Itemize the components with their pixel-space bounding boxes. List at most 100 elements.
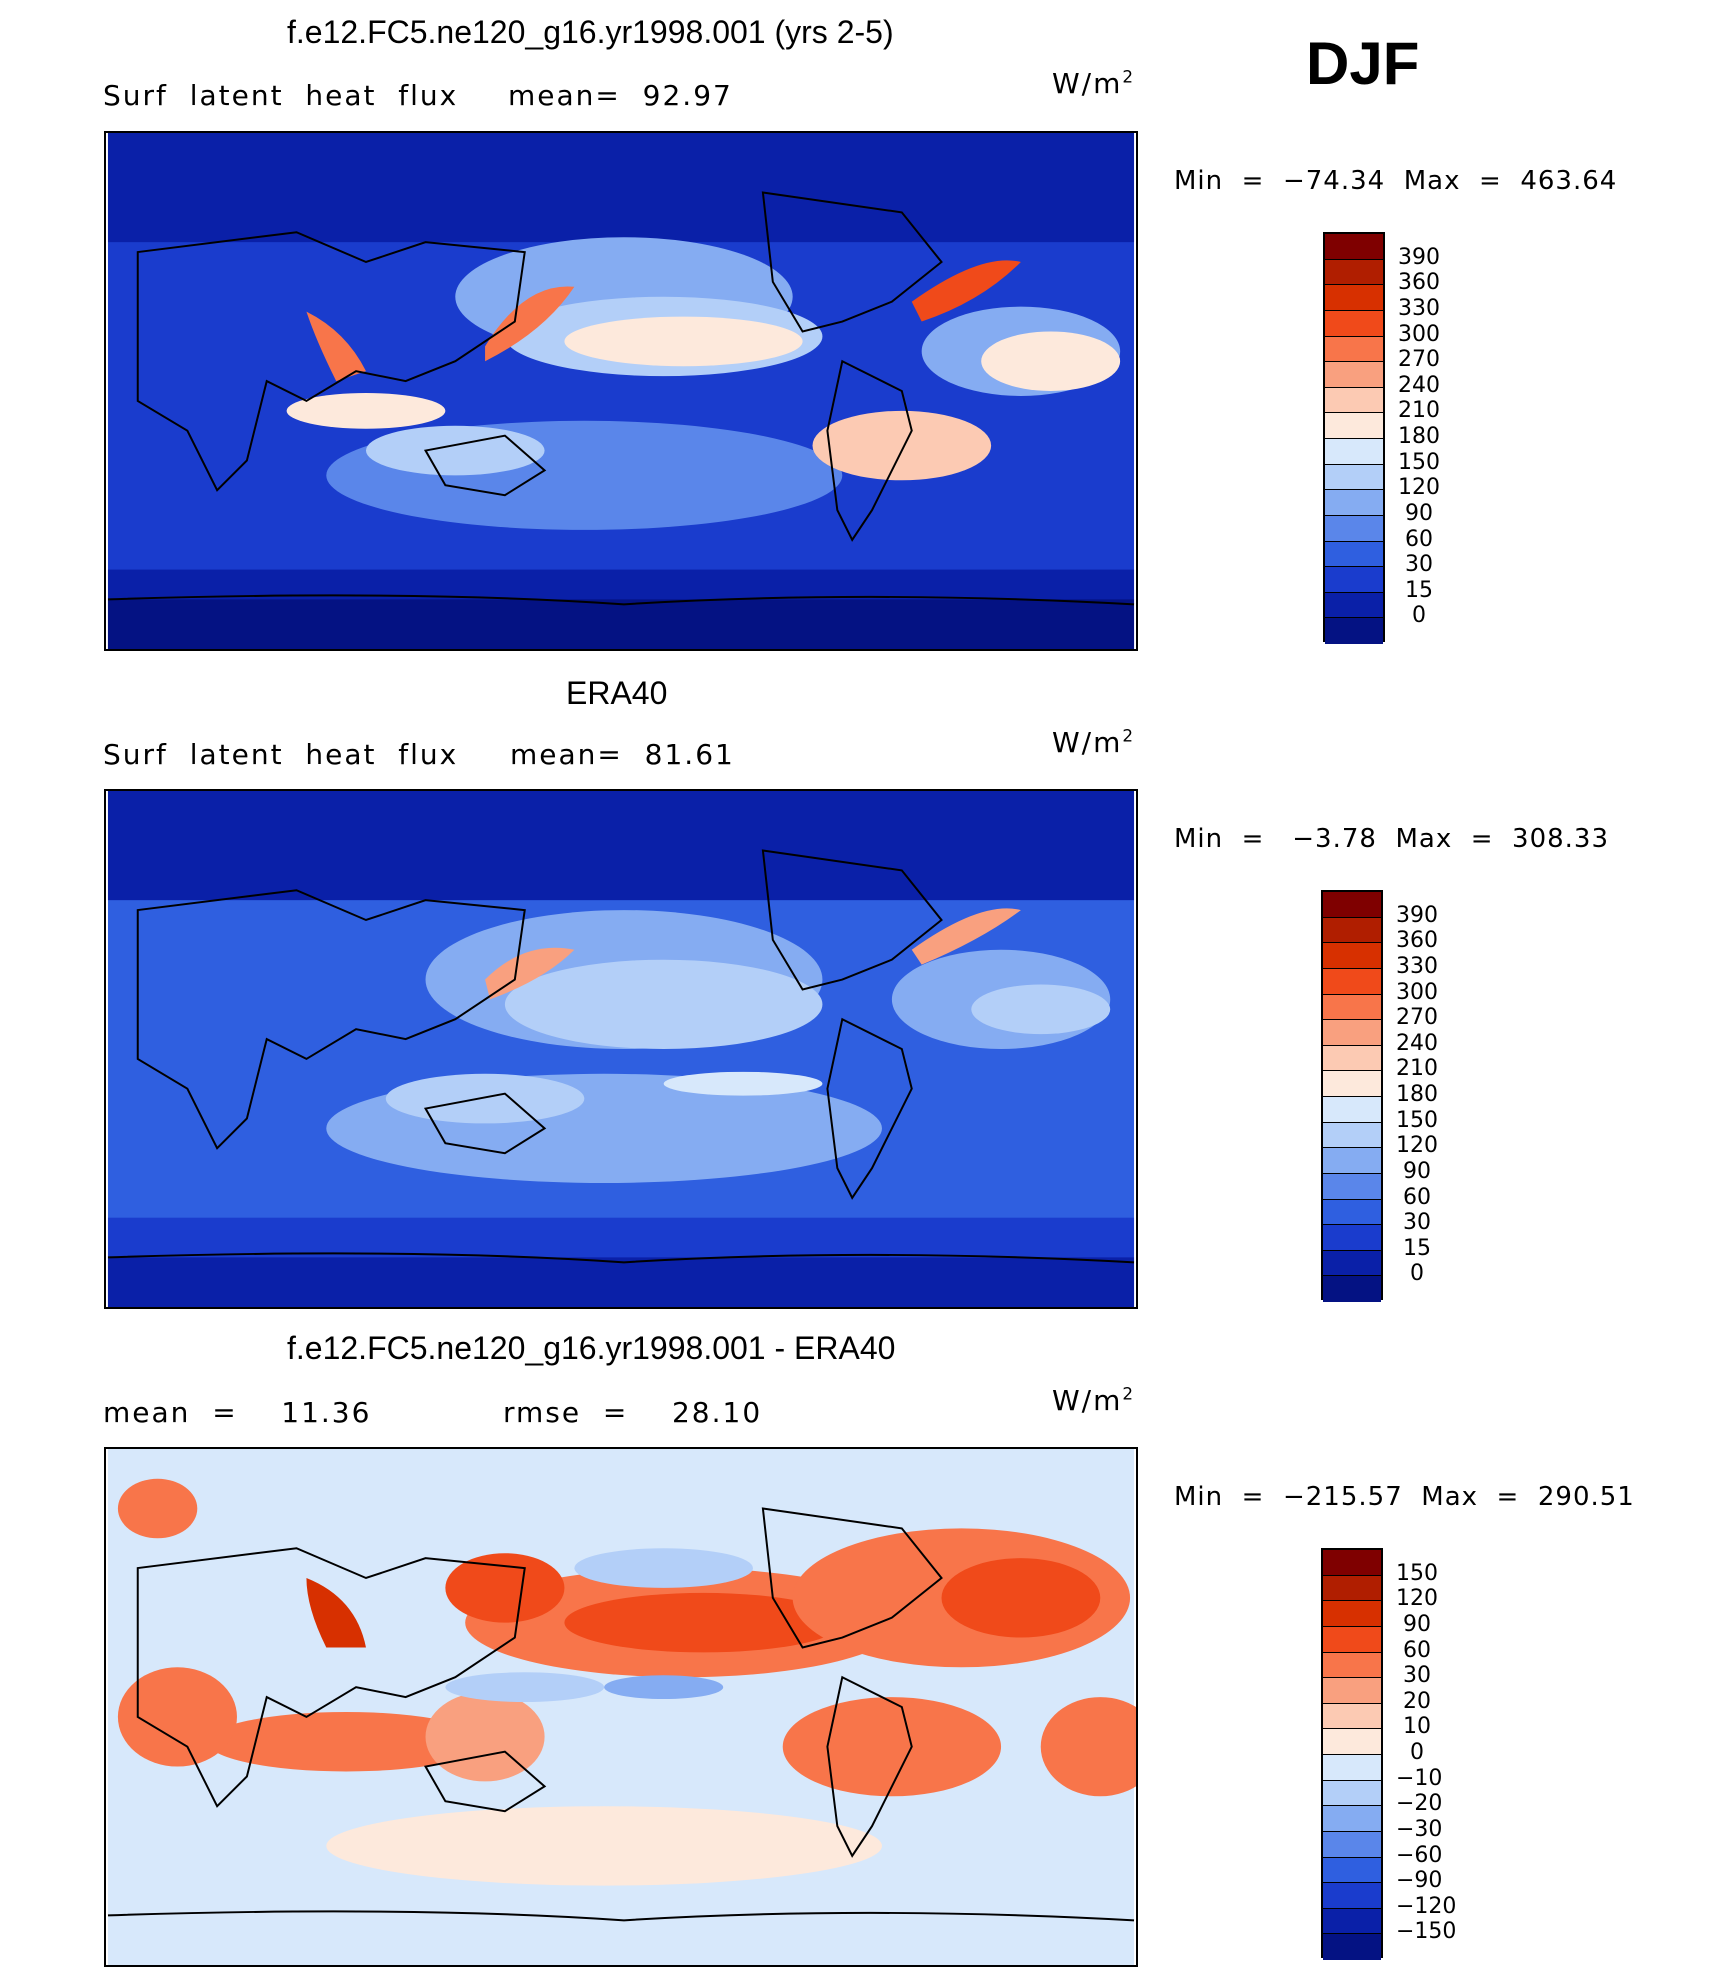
- colorbar-tick-label: 360: [1398, 270, 1440, 296]
- panel-2-colorbar: [1321, 890, 1383, 1302]
- colorbar-swatch: [1323, 1045, 1381, 1072]
- colorbar-tick-label: 0: [1412, 603, 1426, 629]
- colorbar-tick-label: 90: [1403, 1158, 1431, 1184]
- colorbar-swatch: [1325, 490, 1383, 516]
- colorbar-swatch: [1325, 592, 1383, 619]
- colorbar-swatch: [1323, 1148, 1381, 1174]
- colorbar-swatch: [1323, 1601, 1381, 1627]
- colorbar-swatch: [1323, 1122, 1381, 1149]
- colorbar-tick-label: 300: [1398, 321, 1440, 347]
- colorbar-swatch: [1323, 1173, 1381, 1200]
- panel-1-minmax: Min = −74.34 Max = 463.64: [1174, 166, 1618, 196]
- panel-3-mean-label: mean = 11.36: [103, 1396, 372, 1429]
- colorbar-tick-label: 30: [1405, 552, 1433, 578]
- panel-3-map: [104, 1447, 1138, 1967]
- colorbar-tick-label: 20: [1403, 1688, 1431, 1714]
- panel-2-title: ERA40: [566, 675, 668, 711]
- panel-3-minmax: Min = −215.57 Max = 290.51: [1174, 1482, 1635, 1512]
- colorbar-tick-label: 120: [1396, 1586, 1438, 1612]
- panel-1-map: [104, 131, 1138, 651]
- colorbar-tick-label: 60: [1403, 1637, 1431, 1663]
- colorbar-tick-label: 240: [1398, 372, 1440, 398]
- panel-2-mean-label: mean= 81.61: [510, 738, 735, 771]
- colorbar-swatch: [1325, 439, 1383, 465]
- colorbar-swatch: [1323, 968, 1381, 995]
- colorbar-tick-label: 150: [1396, 1560, 1438, 1586]
- colorbar-tick-label: 270: [1398, 347, 1440, 373]
- colorbar-swatch: [1323, 917, 1381, 944]
- colorbar-tick-label: 390: [1396, 902, 1438, 928]
- colorbar-swatch: [1323, 943, 1381, 969]
- colorbar-tick-label: 240: [1396, 1030, 1438, 1056]
- colorbar-tick-label: 390: [1398, 244, 1440, 270]
- colorbar-swatch: [1323, 1908, 1381, 1935]
- colorbar-tick-label: −90: [1396, 1868, 1443, 1894]
- colorbar-swatch: [1323, 1276, 1381, 1302]
- colorbar-tick-label: 330: [1396, 953, 1438, 979]
- colorbar-swatch: [1323, 1934, 1381, 1960]
- colorbar-swatch: [1325, 618, 1383, 644]
- panel-1-colorbar: [1323, 232, 1385, 644]
- colorbar-tick-label: −120: [1396, 1893, 1457, 1919]
- panel-2-units-label: W/m2: [1052, 725, 1136, 759]
- colorbar-tick-label: −150: [1396, 1919, 1457, 1945]
- colorbar-tick-label: 180: [1398, 424, 1440, 449]
- colorbar-swatch: [1323, 1550, 1381, 1576]
- colorbar-swatch: [1325, 259, 1383, 286]
- colorbar-swatch: [1323, 1883, 1381, 1909]
- colorbar-tick-label: −10: [1396, 1765, 1443, 1791]
- colorbar-tick-label: 10: [1403, 1714, 1431, 1740]
- colorbar-swatch: [1325, 567, 1383, 593]
- colorbar-swatch: [1323, 1020, 1381, 1046]
- colorbar-swatch: [1325, 362, 1383, 388]
- colorbar-swatch: [1323, 1652, 1381, 1679]
- colorbar-swatch: [1323, 1729, 1381, 1755]
- colorbar-swatch: [1325, 285, 1383, 311]
- colorbar-tick-label: 180: [1396, 1082, 1438, 1107]
- panel-3-rmse-label: rmse = 28.10: [503, 1396, 763, 1429]
- colorbar-tick-label: 0: [1410, 1740, 1424, 1765]
- colorbar-swatch: [1323, 1626, 1381, 1653]
- panel-1-mean-label: mean= 92.97: [508, 79, 733, 112]
- colorbar-swatch: [1323, 1678, 1381, 1704]
- colorbar-tick-label: 150: [1396, 1107, 1438, 1133]
- colorbar-tick-label: 120: [1398, 475, 1440, 501]
- colorbar-swatch: [1323, 1199, 1381, 1226]
- panel-1-title: f.e12.FC5.ne120_g16.yr1998.001 (yrs 2-5): [287, 14, 894, 50]
- colorbar-tick-label: 90: [1405, 500, 1433, 526]
- panel-1-variable-label: Surf latent heat flux: [103, 79, 459, 112]
- colorbar-swatch: [1323, 1857, 1381, 1884]
- colorbar-swatch: [1323, 1250, 1381, 1277]
- colorbar-tick-label: −20: [1396, 1791, 1443, 1817]
- panel-3-title: f.e12.FC5.ne120_g16.yr1998.001 - ERA40: [287, 1330, 896, 1366]
- panel-3-colorbar: [1321, 1548, 1383, 1960]
- colorbar-tick-label: 15: [1403, 1235, 1431, 1261]
- colorbar-swatch: [1325, 541, 1383, 568]
- colorbar-swatch: [1325, 387, 1383, 414]
- colorbar-swatch: [1323, 1780, 1381, 1807]
- colorbar-swatch: [1323, 1703, 1381, 1730]
- colorbar-swatch: [1325, 413, 1383, 439]
- colorbar-swatch: [1323, 1071, 1381, 1097]
- colorbar-tick-label: 360: [1396, 928, 1438, 954]
- colorbar-tick-label: −60: [1396, 1842, 1443, 1868]
- colorbar-tick-label: 270: [1396, 1005, 1438, 1031]
- colorbar-swatch: [1323, 1806, 1381, 1832]
- colorbar-tick-label: 330: [1398, 295, 1440, 321]
- panel-2-minmax: Min = −3.78 Max = 308.33: [1174, 824, 1610, 854]
- panel-2-variable-label: Surf latent heat flux: [103, 738, 459, 771]
- colorbar-swatch: [1325, 310, 1383, 337]
- colorbar-tick-label: −30: [1396, 1816, 1443, 1842]
- season-label: DJF: [1306, 30, 1420, 97]
- colorbar-swatch: [1325, 234, 1383, 260]
- colorbar-tick-label: 90: [1403, 1611, 1431, 1637]
- colorbar-tick-label: 30: [1403, 1663, 1431, 1689]
- colorbar-swatch: [1323, 1097, 1381, 1123]
- colorbar-tick-label: 120: [1396, 1133, 1438, 1159]
- colorbar-tick-label: 30: [1403, 1210, 1431, 1236]
- colorbar-swatch: [1325, 515, 1383, 542]
- panel-1-units-label: W/m2: [1052, 66, 1136, 100]
- colorbar-swatch: [1323, 1225, 1381, 1251]
- colorbar-swatch: [1323, 892, 1381, 918]
- colorbar-tick-label: 150: [1398, 449, 1440, 475]
